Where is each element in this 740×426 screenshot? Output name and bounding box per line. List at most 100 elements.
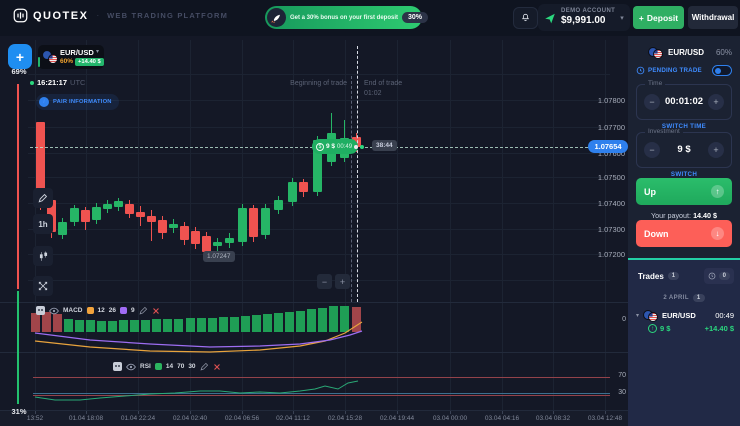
investment-increase-button[interactable]: +: [708, 142, 724, 158]
sentiment-down-percent: 31%: [11, 407, 27, 416]
vertical-gridline: [86, 40, 87, 410]
pending-trade-toggle[interactable]: [712, 65, 732, 76]
tick-mark: [138, 411, 139, 414]
logo[interactable]: QUOTEX · WEB TRADING PLATFORM: [13, 8, 228, 23]
candle-body: [81, 210, 90, 222]
coin-icon: $: [316, 142, 324, 151]
down-button[interactable]: Down ↓: [636, 220, 732, 247]
sidebar-pair-row[interactable]: EUR/USD 60%: [636, 45, 732, 59]
candle-body: [202, 236, 211, 252]
price-tick: 1.07300: [597, 225, 625, 234]
tick-mark: [35, 411, 36, 414]
sentiment-up-percent: 69%: [11, 67, 27, 76]
zoom-out-button[interactable]: −: [317, 274, 332, 289]
toggle-knob: [715, 67, 721, 74]
remove-indicator-icon[interactable]: [152, 307, 160, 315]
trades-tab[interactable]: Trades: [638, 271, 664, 281]
macd-histogram-bar: [186, 318, 195, 332]
macd-histogram-bar: [53, 314, 62, 332]
tick-mark: [345, 411, 346, 414]
trade-list-item[interactable]: ▾ EUR/USD 00:49: [636, 308, 734, 322]
switch-time-link[interactable]: SWITCH TIME: [661, 123, 707, 130]
macd-header: MACD 12 26 9: [36, 306, 160, 315]
macd-histogram-bar: [64, 319, 73, 332]
candle-body: [158, 220, 167, 233]
send-plane-icon: [545, 13, 555, 23]
macd-histogram-bar: [274, 313, 283, 332]
pair-information-button[interactable]: i PAIR INFORMATION: [36, 94, 119, 110]
macd-fast-color-chip: [86, 307, 94, 314]
macd-signal-color-chip: [119, 307, 127, 314]
investment-decrease-button[interactable]: −: [644, 142, 660, 158]
add-pair-button[interactable]: +: [8, 44, 32, 69]
drag-handle-icon[interactable]: [113, 362, 122, 371]
edit-pencil-icon[interactable]: [139, 306, 148, 315]
rsi-30-line: [33, 395, 610, 396]
timeframe-button[interactable]: 1h: [33, 214, 53, 234]
macd-histogram-bar: [263, 314, 272, 332]
low-price-label: 1.07247: [203, 251, 235, 262]
price-tick: 1.07200: [597, 250, 625, 259]
trade-pair: EUR/USD: [662, 310, 696, 320]
candle-body: [180, 226, 189, 240]
edit-pencil-icon[interactable]: [200, 362, 209, 371]
vertical-gridline: [190, 40, 191, 410]
closed-trades-tab[interactable]: 0: [703, 268, 734, 284]
price-tick: 1.07700: [597, 123, 625, 132]
vertical-gridline: [345, 40, 346, 410]
candle-body: [36, 122, 45, 200]
history-clock-icon: [708, 272, 716, 280]
candle-countdown-pill: 38:44: [372, 140, 397, 151]
up-button[interactable]: Up ↑: [636, 178, 732, 205]
account-type-label: DEMO ACCOUNT: [561, 7, 616, 14]
macd-histogram-bar: [152, 319, 161, 332]
rocket-icon: [267, 8, 286, 27]
time-axis-label: 03.04 08:32: [535, 415, 571, 422]
end-trade-label: End of trade: [364, 80, 403, 87]
trades-date: 2 APRIL: [663, 295, 689, 301]
rsi-line: [34, 380, 359, 401]
eye-icon[interactable]: [126, 363, 136, 371]
candle-body: [288, 182, 297, 202]
rsi-param-upper: 70: [177, 363, 185, 370]
candle-body: [70, 208, 79, 222]
macd-histogram-bar: [141, 320, 150, 332]
zoom-in-button[interactable]: +: [335, 274, 350, 289]
expand-chart-button[interactable]: [33, 276, 53, 296]
drawing-tools-button[interactable]: [33, 188, 53, 208]
open-trade-badge[interactable]: $ 9 $ 00:49: [312, 139, 358, 154]
eye-icon[interactable]: [49, 307, 59, 315]
rsi-70-label: 70: [618, 372, 626, 379]
price-line-dot: [354, 145, 358, 149]
current-price-badge: 1.07654: [588, 140, 628, 153]
macd-histogram-bar: [119, 320, 128, 332]
time-increase-button[interactable]: +: [708, 94, 724, 110]
bonus-banner[interactable]: Get a 30% bonus on your first deposit 30…: [265, 6, 429, 29]
pane-separator: [0, 302, 628, 303]
time-axis-label: 03.04 04:16: [484, 415, 520, 422]
switch-link[interactable]: SWITCH: [670, 171, 698, 178]
withdrawal-button[interactable]: Withdrawal: [688, 6, 738, 29]
trade-end-line: [357, 46, 358, 302]
remove-indicator-icon[interactable]: [213, 363, 221, 371]
macd-label: MACD: [63, 307, 83, 314]
trade-begin-line: [351, 76, 352, 302]
macd-histogram-bar: [340, 306, 349, 332]
time-axis-label: 03.04 00:00: [432, 415, 468, 422]
time-axis[interactable]: 13:52 01.04 18:08 01.04 22:24 02.04 02:40 02…: [0, 410, 628, 426]
chart-type-button[interactable]: [33, 246, 53, 266]
time-decrease-button[interactable]: −: [644, 94, 660, 110]
tick-mark: [293, 411, 294, 414]
notifications-button[interactable]: [513, 7, 538, 29]
deposit-button[interactable]: + Deposit: [633, 6, 684, 29]
trade-amount: 9 $: [660, 324, 671, 333]
account-balance: $9,991.00: [561, 15, 606, 27]
tick-mark: [397, 411, 398, 414]
drag-handle-icon[interactable]: [36, 306, 45, 315]
account-switcher[interactable]: DEMO ACCOUNT $9,991.00 ▾: [538, 4, 630, 31]
time-value: 00:01:02: [664, 96, 704, 107]
investment-label: Investment: [645, 128, 683, 135]
pair-selector[interactable]: EUR/USD ▾ 60% +14.40 $: [38, 45, 104, 69]
chevron-down-icon: ▾: [95, 49, 99, 55]
vertical-gridline: [138, 40, 139, 410]
